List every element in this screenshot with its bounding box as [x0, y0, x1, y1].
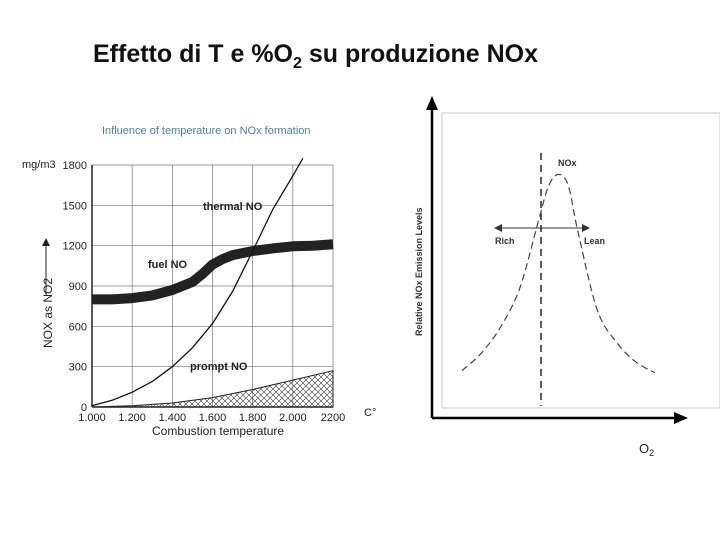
- y-axis-label: NOX as NO2: [41, 238, 55, 348]
- series-line-thermal-no: [91, 157, 304, 407]
- inner-plot-frame: [441, 112, 720, 409]
- series-label-fuel-no: fuel NO: [148, 259, 188, 271]
- temperature-nox-chart: Influence of temperature on NOx formatio…: [22, 125, 376, 438]
- x-tick-label: 2.000: [279, 412, 307, 424]
- x-axis-label: O2: [639, 441, 654, 458]
- y-tick-label: 600: [69, 321, 87, 333]
- rich-label: Rich: [495, 236, 515, 246]
- x-tick-label: 2200: [321, 412, 345, 424]
- y-tick-label: 1200: [63, 241, 87, 253]
- x-tick-label: 1.600: [199, 412, 227, 424]
- x-tick-label: 1.400: [159, 412, 187, 424]
- lean-arrow-icon: [582, 224, 590, 232]
- y-tick-label: 1800: [63, 160, 87, 172]
- y-tick-label: 300: [69, 362, 87, 374]
- chart-title: Influence of temperature on NOx formatio…: [102, 125, 311, 137]
- x-arrow-icon: [674, 412, 688, 424]
- y-unit-label: mg/m3: [22, 159, 56, 171]
- series-area-prompt-no: [91, 370, 334, 408]
- o2-nox-chart: Relative NOx Emission Levels NOx Rich Le…: [414, 96, 720, 458]
- series-line-nox: [461, 173, 656, 374]
- y-axis-label: Relative NOx Emission Levels: [414, 207, 424, 336]
- x-axis-label: Combustion temperature: [152, 424, 284, 438]
- x-tick-label: 1.800: [239, 412, 267, 424]
- slide-title: Effetto di T e %O2 su produzione NOx: [93, 40, 539, 72]
- y-arrow-icon: [426, 96, 438, 110]
- y-tick-label: 900: [69, 281, 87, 293]
- y-tick-label: 1500: [63, 200, 87, 212]
- rich-arrow-icon: [494, 224, 502, 232]
- series-line-fuel-no: [92, 239, 334, 305]
- x-tick-label: 1.000: [78, 412, 106, 424]
- x-unit-label: C°: [364, 407, 376, 419]
- svg-text:NOX as NO2: NOX as NO2: [41, 278, 55, 348]
- lean-label: Lean: [584, 236, 605, 246]
- y-tick-label: 0: [81, 402, 87, 414]
- series-label-thermal-no: thermal NO: [203, 201, 263, 213]
- series-label-prompt-no: prompt NO: [190, 361, 248, 373]
- curve-label-nox: NOx: [558, 158, 577, 168]
- x-tick-label: 1.200: [118, 412, 146, 424]
